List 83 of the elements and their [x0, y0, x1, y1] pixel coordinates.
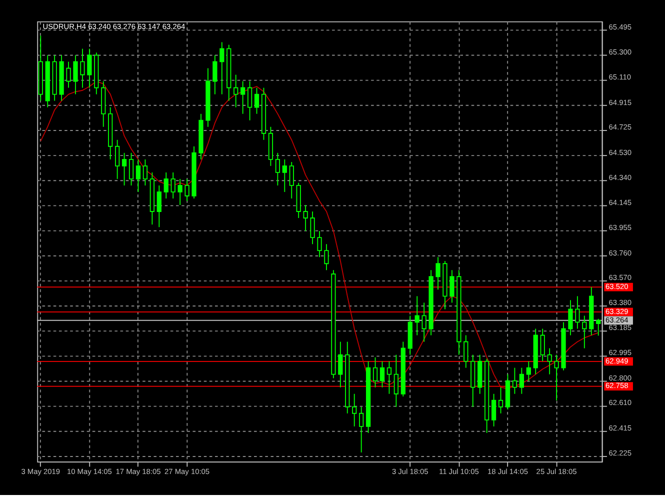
candlestick	[310, 211, 315, 245]
y-tick-label: 64.725	[608, 122, 632, 132]
candlestick	[80, 48, 85, 88]
candlestick	[66, 61, 71, 88]
candlestick	[547, 348, 552, 375]
candlestick	[498, 386, 504, 414]
ref-line-label: 63.520	[606, 282, 628, 291]
y-tick-label: 64.915	[608, 98, 632, 107]
candlestick	[234, 74, 238, 108]
candlestick	[414, 296, 420, 336]
y-tick-label: 62.995	[608, 348, 632, 357]
candlestick	[122, 152, 127, 186]
candlestick	[359, 406, 364, 453]
candlestick	[450, 270, 454, 304]
x-tick-label: 3 May 2019	[21, 467, 60, 476]
candlestick	[303, 204, 308, 232]
candlestick	[184, 178, 190, 202]
candlestick	[289, 162, 294, 199]
candlestick	[254, 87, 260, 114]
candlestick	[575, 296, 580, 330]
ref-line-label: 62.758	[606, 381, 628, 390]
x-tick-label: 27 May 10:05	[164, 467, 210, 476]
candlestick	[164, 172, 168, 199]
candlestick	[554, 354, 559, 401]
candlestick	[178, 178, 182, 206]
candlestick	[512, 367, 518, 394]
y-tick-label: 62.800	[608, 373, 632, 382]
y-tick-label: 64.340	[608, 172, 632, 182]
ref-line-label: 63.329	[606, 306, 628, 316]
candlestick	[491, 393, 496, 427]
y-tick-label: 63.760	[608, 248, 632, 258]
x-tick-label: 25 Jul 18:05	[536, 467, 577, 476]
ref-line-label: 63.264	[606, 315, 628, 324]
candlestick	[380, 360, 385, 388]
x-tick-label: 17 May 18:05	[116, 467, 161, 476]
candlestick	[386, 360, 392, 394]
candlestick	[156, 184, 162, 228]
candlestick	[87, 48, 92, 88]
candlestick	[519, 367, 524, 394]
y-tick-label: 64.530	[608, 148, 632, 158]
y-tick-label: 65.300	[608, 48, 632, 57]
y-tick-label: 64.145	[608, 198, 632, 208]
candlestick	[596, 318, 601, 336]
y-tick-label: 62.225	[608, 448, 632, 458]
y-tick-label: 63.380	[608, 298, 632, 307]
candlestick	[464, 334, 468, 368]
chart-title: USDRUR,H4 63.240 63.276 63.147 63.264	[42, 22, 186, 31]
y-tick-label: 65.495	[608, 22, 632, 32]
candlestick	[220, 42, 224, 95]
x-tick-label: 10 May 14:05	[66, 467, 112, 476]
candlestick	[128, 152, 134, 186]
ref-line-label: 62.949	[606, 356, 628, 366]
candlestick	[394, 354, 399, 408]
candlestick	[275, 152, 280, 186]
candlestick	[526, 360, 531, 382]
candlestick	[582, 315, 587, 349]
y-tick-label: 65.110	[608, 72, 631, 82]
candlestick	[422, 302, 426, 342]
candlestick	[436, 256, 440, 290]
y-tick-label: 63.185	[608, 323, 632, 332]
candlestick	[73, 54, 78, 95]
y-tick-label: 62.610	[608, 398, 632, 408]
candlestick	[136, 158, 141, 192]
candlestick	[115, 139, 120, 180]
y-tick-label: 62.415	[608, 424, 632, 433]
candlestick	[247, 80, 252, 121]
candlestick	[317, 230, 322, 258]
candlestick	[282, 158, 287, 192]
candlestick	[212, 54, 218, 95]
y-tick-label: 63.955	[608, 222, 632, 232]
x-tick-label: 3 Jul 18:05	[392, 467, 428, 476]
candlestick	[240, 80, 246, 114]
candlestick	[540, 328, 545, 362]
candlestick	[568, 300, 573, 336]
x-tick-label: 18 Jul 14:05	[488, 467, 528, 476]
candlestick	[170, 172, 176, 199]
candlestick	[324, 244, 329, 271]
candlestick	[372, 356, 378, 388]
candlestick	[338, 341, 343, 388]
candlestick	[352, 393, 357, 427]
y-tick-label: 63.570	[608, 273, 632, 282]
candlestick	[142, 158, 148, 186]
x-tick-label: 11 Jul 10:05	[438, 467, 479, 476]
